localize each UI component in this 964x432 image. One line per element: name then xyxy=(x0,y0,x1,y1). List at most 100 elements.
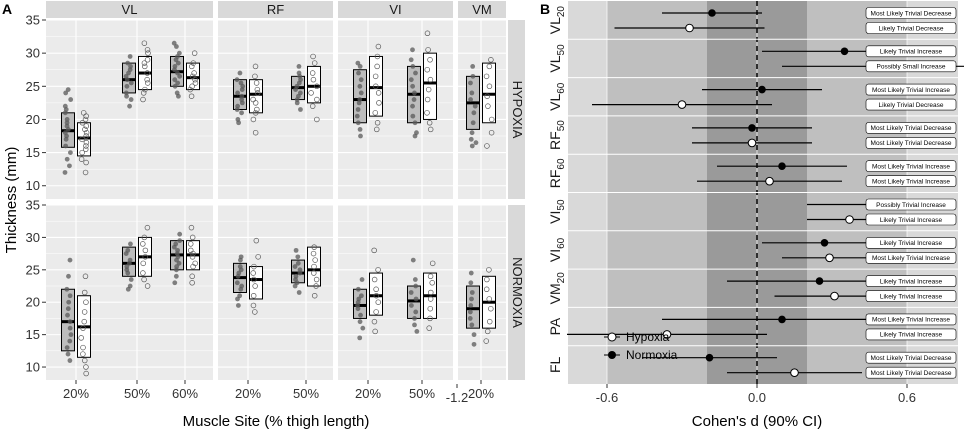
data-point xyxy=(412,322,417,328)
data-point xyxy=(171,40,177,46)
facet-strip-vl xyxy=(46,1,213,18)
data-point xyxy=(357,126,363,132)
row-label: VI50 xyxy=(547,199,567,224)
data-point xyxy=(311,292,318,299)
data-point xyxy=(144,80,151,86)
data-point xyxy=(127,103,132,109)
inference-text: Likely Trivial Increase xyxy=(880,49,943,56)
data-point xyxy=(355,120,361,126)
inference-text: Possibly Small Increase xyxy=(877,64,946,71)
data-point xyxy=(63,143,69,149)
data-point xyxy=(468,280,474,286)
data-point xyxy=(295,254,301,260)
data-point xyxy=(357,319,363,325)
data-point xyxy=(144,283,151,289)
data-point xyxy=(427,305,433,312)
data-point xyxy=(67,293,73,299)
data-point xyxy=(359,293,364,299)
x-tick-label: 20% xyxy=(63,386,89,401)
data-point xyxy=(427,126,434,133)
data-point xyxy=(192,80,199,86)
data-point xyxy=(144,70,151,76)
facet-strip-vm xyxy=(458,1,506,18)
data-point xyxy=(172,280,178,286)
data-point xyxy=(251,276,257,283)
data-point xyxy=(359,277,365,282)
row-label: VL50 xyxy=(547,44,567,73)
data-point xyxy=(470,120,476,126)
normoxia-point xyxy=(778,315,786,324)
y-tick-label: 25 xyxy=(26,79,40,94)
data-point xyxy=(312,257,318,263)
data-point xyxy=(298,107,303,112)
inference-text: Likely Trivial Increase xyxy=(880,240,943,247)
data-point xyxy=(486,267,492,273)
data-point xyxy=(358,77,364,83)
data-point xyxy=(296,64,302,69)
normoxia-point xyxy=(748,124,756,132)
data-point xyxy=(358,133,363,139)
data-point xyxy=(142,254,149,260)
data-point xyxy=(373,292,380,299)
data-point xyxy=(172,64,178,69)
x-tick-label: 20% xyxy=(468,386,494,401)
data-point xyxy=(358,312,363,318)
row-label: PA xyxy=(547,317,563,335)
data-point xyxy=(468,80,473,86)
data-point xyxy=(360,325,366,331)
normoxia-point xyxy=(705,353,714,362)
y-tick-label: 25 xyxy=(26,262,40,277)
y-tick-label: 30 xyxy=(26,230,40,245)
data-point xyxy=(254,106,260,113)
data-point xyxy=(311,270,317,276)
data-point xyxy=(65,306,71,312)
data-point xyxy=(175,70,180,76)
x-tick-label: -1.2 xyxy=(446,390,468,405)
inference-box xyxy=(865,137,957,149)
data-point xyxy=(469,130,475,136)
data-point xyxy=(427,57,433,63)
row-label: VL20 xyxy=(547,6,567,35)
x-tick-label: 50% xyxy=(293,386,319,401)
data-point xyxy=(408,57,414,63)
data-point xyxy=(413,283,419,289)
data-point xyxy=(252,129,259,136)
box xyxy=(249,79,263,114)
data-point xyxy=(297,90,303,96)
inference-box xyxy=(865,45,957,58)
data-point xyxy=(376,100,382,106)
data-point xyxy=(292,264,298,269)
inference-text: Most Likely Trivial Increase xyxy=(872,317,950,324)
data-point xyxy=(485,103,491,109)
data-point xyxy=(424,66,430,73)
legend-label-hypoxia: Hypoxia xyxy=(626,330,670,344)
inference-text: Likely Trivial Decrease xyxy=(878,25,943,32)
inference-box xyxy=(865,237,957,249)
normoxia-point xyxy=(778,162,786,170)
data-point xyxy=(413,70,418,76)
data-point xyxy=(471,332,477,338)
data-point xyxy=(68,150,73,155)
data-point xyxy=(189,83,195,90)
data-point xyxy=(252,309,258,315)
y-tick-label: 20 xyxy=(26,295,40,310)
data-point xyxy=(66,273,71,279)
data-point xyxy=(486,63,493,70)
hypoxia-point xyxy=(765,176,774,186)
data-point xyxy=(67,338,73,344)
data-point xyxy=(79,120,86,126)
panel-label-a: A xyxy=(2,1,12,17)
data-point xyxy=(412,277,418,282)
hypoxia-point xyxy=(825,253,834,263)
y-axis-title: Thickness (mm) xyxy=(3,147,20,254)
data-point xyxy=(187,241,194,247)
facet-strip-label: VI xyxy=(389,2,401,17)
data-point xyxy=(140,241,146,247)
data-point xyxy=(488,305,494,312)
facet-strip-label: VM xyxy=(472,2,492,17)
data-point xyxy=(83,299,89,305)
inference-box xyxy=(865,7,957,19)
data-point xyxy=(189,254,196,260)
hypoxia-point xyxy=(845,215,854,224)
data-point xyxy=(187,86,193,93)
